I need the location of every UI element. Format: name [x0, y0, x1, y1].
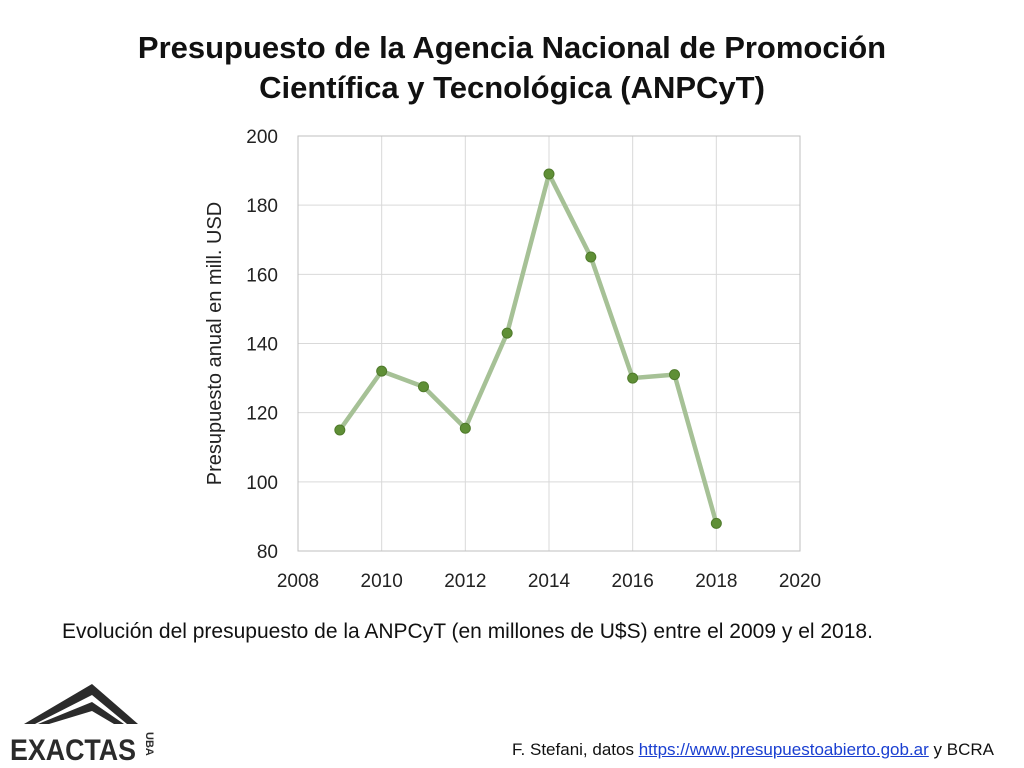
y-axis-label: Presupuesto anual en mill. USD: [204, 202, 226, 485]
plot-frame: [297, 135, 801, 552]
logo-wordmark: EXACTAS: [10, 734, 136, 766]
slide-title-line-2: Científica y Tecnológica (ANPCyT): [259, 70, 765, 105]
x-tick-label: 2014: [528, 571, 571, 592]
data-point: [543, 168, 555, 180]
slide-title: Presupuesto de la Agencia Nacional de Pr…: [62, 28, 962, 108]
source-link[interactable]: https://www.presupuestoabierto.gob.ar: [638, 740, 929, 759]
y-tick-label: 200: [246, 127, 278, 148]
data-point: [501, 327, 513, 339]
data-point: [418, 381, 429, 393]
x-tick-label: 2016: [612, 571, 654, 592]
exactas-logo: EXACTAS UBA: [10, 684, 155, 766]
logo-side-text: UBA: [143, 732, 155, 756]
credit-prefix: F. Stefani, datos: [512, 740, 639, 759]
x-tick-label: 2012: [444, 571, 486, 592]
data-point: [669, 369, 680, 381]
credit-suffix: y BCRA: [928, 740, 994, 759]
x-tick-label: 2010: [361, 571, 403, 592]
x-tick-label: 2008: [277, 571, 319, 592]
chart-caption: Evolución del presupuesto de la ANPCyT (…: [62, 620, 873, 643]
source-credit: F. Stefani, datos https://www.presupuest…: [512, 740, 994, 760]
x-tick-label: 2020: [779, 571, 821, 592]
data-point: [710, 517, 722, 529]
y-tick-label: 120: [246, 404, 278, 425]
chart-grid: [297, 135, 801, 552]
data-point: [376, 365, 388, 377]
chart-labels: 80 100 120 140 160 180 200 2008 2010 2012 2014 2016…: [204, 127, 821, 592]
slide-title-line-1: Presupuesto de la Agencia Nacional de Pr…: [137, 30, 887, 65]
y-tick-label: 100: [246, 473, 278, 494]
series-line: [337, 171, 719, 526]
chart-axes: [297, 135, 801, 552]
data-point: [459, 422, 471, 434]
data-point: [585, 251, 597, 263]
x-tick-label: 2018: [695, 571, 737, 592]
y-tick-label: 140: [246, 335, 278, 356]
chart-series: [334, 168, 722, 529]
y-tick-label: 160: [246, 265, 278, 286]
data-point: [334, 424, 346, 436]
y-tick-label: 80: [257, 542, 278, 563]
data-point: [627, 372, 639, 384]
y-tick-label: 180: [246, 196, 278, 217]
